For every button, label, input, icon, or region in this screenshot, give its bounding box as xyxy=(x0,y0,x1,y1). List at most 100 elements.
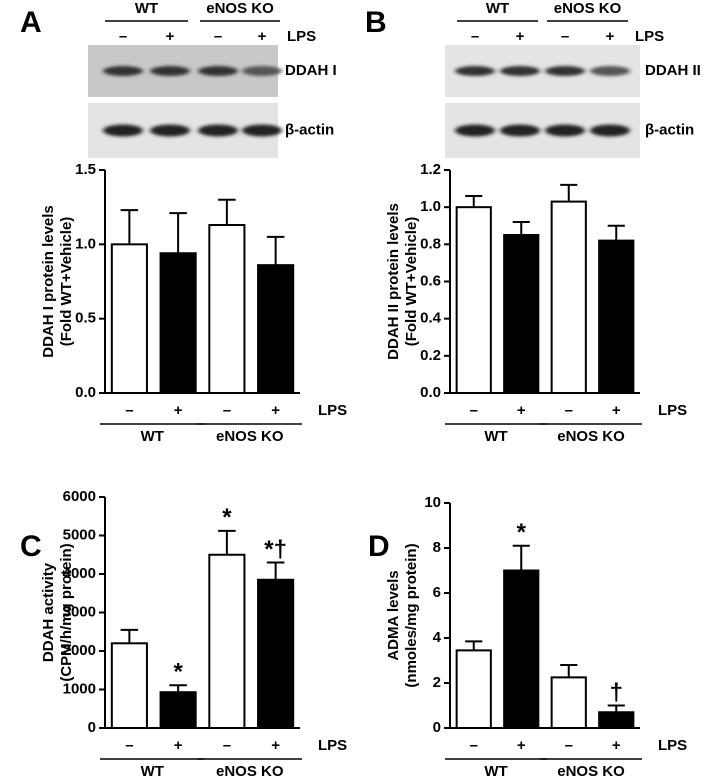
blot-treatment-label: LPS xyxy=(635,28,664,45)
blot-lane-label: – xyxy=(119,28,127,45)
bar xyxy=(503,234,540,394)
bar-annotation: * xyxy=(222,504,232,531)
panel-letter: C xyxy=(20,530,42,563)
bar xyxy=(257,264,295,394)
panel-letter: B xyxy=(365,6,387,39)
blot-band xyxy=(198,124,238,137)
y-tick-label: 1.0 xyxy=(420,198,441,215)
x-tick-label: + xyxy=(517,402,526,419)
group-label: eNOS KO xyxy=(216,428,284,445)
x-tick-label: – xyxy=(565,402,573,419)
blot-lane-label: – xyxy=(561,28,569,45)
y-tick-label: 5000 xyxy=(63,526,96,543)
y-tick-label: 1.5 xyxy=(75,161,96,178)
bar xyxy=(208,224,246,394)
x-tick-label: – xyxy=(565,737,573,754)
y-tick-label: 10 xyxy=(424,494,441,511)
y-tick-label: 1.0 xyxy=(75,235,96,252)
treatment-label: LPS xyxy=(658,737,687,754)
blot-lane-label: – xyxy=(214,28,222,45)
x-tick-label: + xyxy=(612,737,621,754)
y-axis-label: (nmoles/mg protein) xyxy=(403,543,420,687)
y-axis-label: DDAH II protein levels xyxy=(385,203,402,360)
x-tick-label: + xyxy=(517,737,526,754)
blot-band xyxy=(150,66,190,76)
y-tick-label: 0.6 xyxy=(420,272,441,289)
y-tick-label: 0.8 xyxy=(420,235,441,252)
blot-group-label: WT xyxy=(486,0,509,17)
y-tick-label: 0 xyxy=(88,719,96,736)
blot-band-label: DDAH I xyxy=(285,62,337,79)
x-tick-label: + xyxy=(271,402,280,419)
blot-lane-label: + xyxy=(516,28,525,45)
group-label: WT xyxy=(484,428,507,445)
blot-band xyxy=(242,124,282,137)
y-tick-label: 4 xyxy=(433,629,442,646)
bar xyxy=(550,200,587,394)
x-tick-label: + xyxy=(174,402,183,419)
bar xyxy=(455,206,492,394)
group-label: WT xyxy=(484,763,507,780)
blot-band xyxy=(500,66,540,76)
bar xyxy=(455,649,492,729)
y-axis-label: ADMA levels xyxy=(385,570,402,660)
bar xyxy=(550,676,587,729)
y-tick-label: 2 xyxy=(433,674,441,691)
x-tick-label: + xyxy=(271,737,280,754)
blot-band xyxy=(103,124,143,137)
blot-group-label: eNOS KO xyxy=(206,0,274,17)
blot-lane-label: + xyxy=(258,28,267,45)
blot-band xyxy=(242,66,282,76)
y-axis-label: DDAH I protein levels xyxy=(40,205,57,358)
x-tick-label: – xyxy=(125,402,133,419)
blot-band xyxy=(103,66,143,76)
y-tick-label: 1.2 xyxy=(420,161,441,178)
blot-band xyxy=(545,66,585,76)
y-tick-label: 4000 xyxy=(63,565,96,582)
y-tick-label: 0.0 xyxy=(420,384,441,401)
blot-band xyxy=(455,66,495,76)
y-tick-label: 2000 xyxy=(63,642,96,659)
y-axis-label: (Fold WT+Vehicle) xyxy=(403,217,420,347)
treatment-label: LPS xyxy=(658,402,687,419)
blot-lane-label: + xyxy=(166,28,175,45)
y-axis-label: (CPM/h/mg protein) xyxy=(58,543,75,681)
blot-treatment-label: LPS xyxy=(287,28,316,45)
treatment-label: LPS xyxy=(318,402,347,419)
treatment-label: LPS xyxy=(318,737,347,754)
blot-band xyxy=(150,124,190,137)
blot-band xyxy=(500,124,540,137)
x-tick-label: – xyxy=(470,737,478,754)
y-tick-label: 0.2 xyxy=(420,347,441,364)
blot-band xyxy=(590,124,630,137)
bar xyxy=(598,711,635,729)
blot-band-label: DDAH II xyxy=(645,62,701,79)
blot-group-label: eNOS KO xyxy=(554,0,622,17)
y-tick-label: 8 xyxy=(433,539,441,556)
group-label: eNOS KO xyxy=(216,763,284,780)
bar-annotation: † xyxy=(610,679,623,706)
x-tick-label: + xyxy=(612,402,621,419)
panel-letter: D xyxy=(368,530,390,563)
bar xyxy=(110,642,148,729)
group-label: WT xyxy=(141,428,164,445)
y-tick-label: 0.5 xyxy=(75,310,96,327)
y-tick-label: 0 xyxy=(433,719,441,736)
bar xyxy=(159,691,197,730)
y-tick-label: 3000 xyxy=(63,603,96,620)
y-axis-label: (Fold WT+Vehicle) xyxy=(58,217,75,347)
blot-band xyxy=(590,66,630,76)
panel-letter: A xyxy=(20,6,42,39)
group-label: eNOS KO xyxy=(557,763,625,780)
y-tick-label: 1000 xyxy=(63,680,96,697)
blot-lane-label: – xyxy=(471,28,479,45)
bar xyxy=(110,243,148,394)
blot-band-label: β-actin xyxy=(645,121,694,138)
group-label: eNOS KO xyxy=(557,428,625,445)
bar xyxy=(257,578,295,730)
x-tick-label: – xyxy=(125,737,133,754)
blot-band xyxy=(545,124,585,137)
x-tick-label: – xyxy=(470,402,478,419)
x-tick-label: – xyxy=(223,737,231,754)
